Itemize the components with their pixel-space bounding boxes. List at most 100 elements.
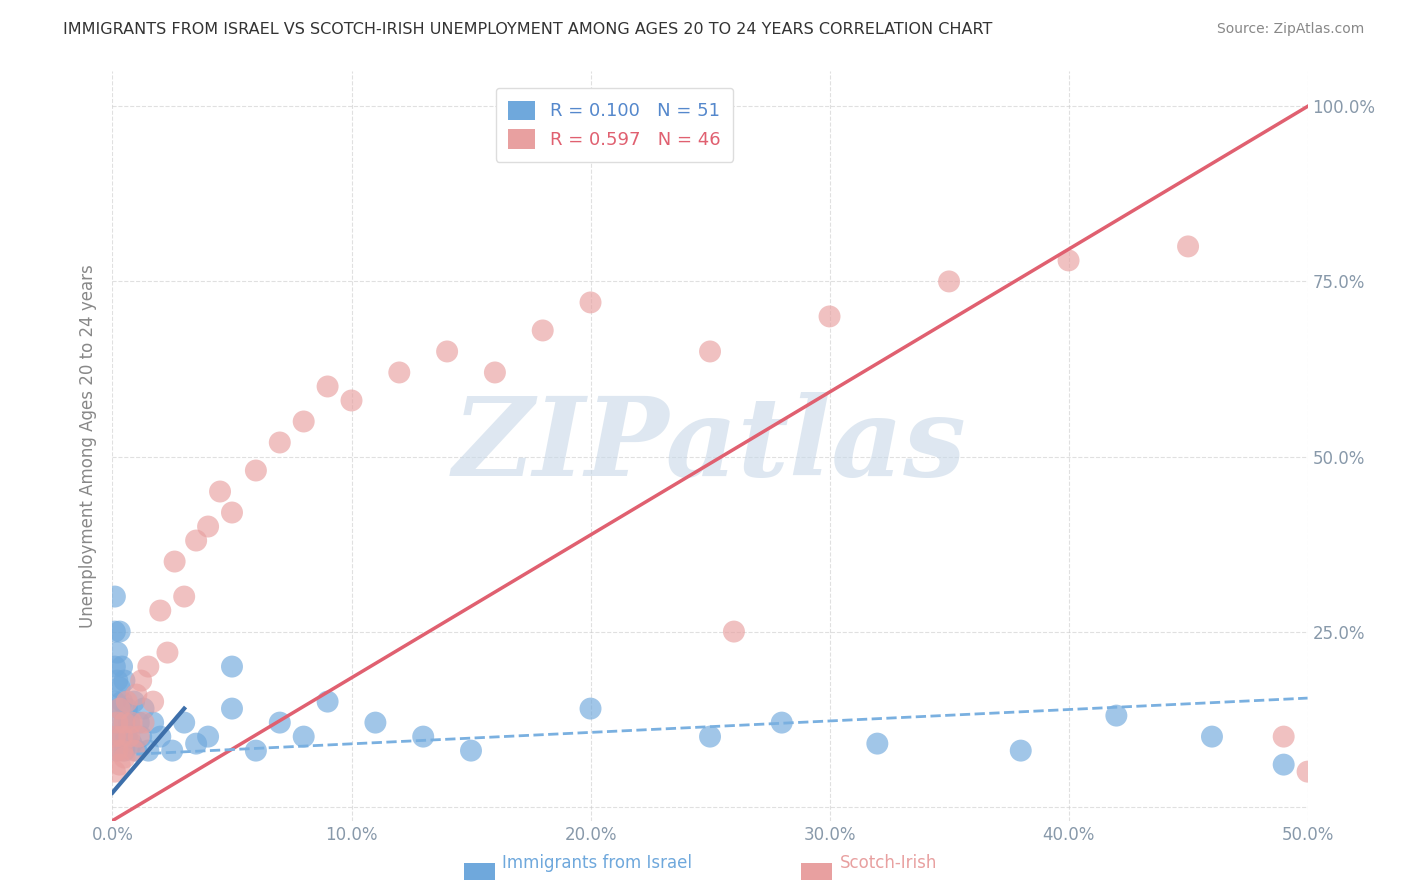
Point — [197, 730, 219, 744]
Point — [121, 737, 143, 751]
Point — [484, 366, 506, 380]
Point — [173, 590, 195, 604]
Point — [579, 701, 602, 715]
Point — [292, 415, 315, 429]
Point — [156, 646, 179, 660]
Point — [1057, 253, 1080, 268]
Point — [818, 310, 841, 324]
Point — [104, 695, 127, 709]
Point — [105, 646, 128, 660]
Point — [108, 701, 131, 715]
Point — [122, 743, 145, 757]
Point — [129, 673, 152, 688]
Point — [209, 484, 232, 499]
Point — [412, 730, 434, 744]
Point — [938, 275, 960, 289]
Y-axis label: Unemployment Among Ages 20 to 24 years: Unemployment Among Ages 20 to 24 years — [79, 264, 97, 628]
Point — [162, 743, 183, 757]
Point — [699, 730, 721, 744]
Point — [269, 435, 291, 450]
Point — [866, 737, 889, 751]
Text: Scotch-Irish: Scotch-Irish — [839, 855, 936, 872]
Point — [105, 715, 128, 730]
Point — [118, 730, 141, 744]
Point — [142, 695, 165, 709]
Point — [1201, 730, 1223, 744]
Point — [221, 701, 243, 715]
Point — [245, 463, 267, 477]
Point — [114, 673, 135, 688]
Point — [316, 695, 339, 709]
Point — [436, 344, 458, 359]
Point — [269, 715, 291, 730]
Point — [125, 688, 148, 702]
Point — [186, 737, 208, 751]
Point — [104, 730, 127, 744]
Point — [114, 750, 135, 764]
Point — [111, 730, 134, 744]
Point — [128, 730, 150, 744]
Point — [388, 366, 411, 380]
Point — [1105, 708, 1128, 723]
Point — [1272, 757, 1295, 772]
Point — [125, 743, 148, 757]
Point — [186, 533, 208, 548]
Point — [163, 555, 186, 569]
Text: IMMIGRANTS FROM ISRAEL VS SCOTCH-IRISH UNEMPLOYMENT AMONG AGES 20 TO 24 YEARS CO: IMMIGRANTS FROM ISRAEL VS SCOTCH-IRISH U… — [63, 22, 993, 37]
Point — [115, 695, 138, 709]
Point — [1296, 764, 1319, 779]
Point — [245, 743, 267, 757]
Point — [364, 715, 387, 730]
Point — [132, 701, 155, 715]
Point — [105, 673, 128, 688]
Point — [142, 715, 165, 730]
Point — [138, 743, 160, 757]
Point — [221, 506, 243, 520]
Point — [108, 701, 131, 715]
Point — [111, 695, 134, 709]
Point — [221, 659, 243, 673]
Point — [149, 730, 172, 744]
Point — [121, 715, 143, 730]
Point — [111, 659, 134, 673]
Point — [128, 715, 150, 730]
Point — [115, 730, 138, 744]
Text: ZIPatlas: ZIPatlas — [453, 392, 967, 500]
Text: Immigrants from Israel: Immigrants from Israel — [502, 855, 692, 872]
Point — [114, 743, 135, 757]
Point — [104, 624, 127, 639]
Point — [115, 701, 138, 715]
Point — [292, 730, 315, 744]
Point — [105, 715, 128, 730]
Point — [122, 695, 145, 709]
Point — [108, 624, 131, 639]
Point — [105, 743, 128, 757]
Point — [173, 715, 195, 730]
Point — [723, 624, 745, 639]
Point — [770, 715, 793, 730]
Point — [114, 715, 135, 730]
Point — [197, 519, 219, 533]
Point — [105, 743, 128, 757]
Text: Source: ZipAtlas.com: Source: ZipAtlas.com — [1216, 22, 1364, 37]
Point — [118, 715, 141, 730]
Point — [138, 659, 160, 673]
Point — [531, 323, 554, 337]
Point — [149, 603, 172, 617]
Point — [104, 764, 127, 779]
Point — [108, 681, 131, 695]
Point — [460, 743, 482, 757]
Point — [111, 730, 134, 744]
Point — [132, 715, 155, 730]
Point — [1272, 730, 1295, 744]
Point — [1010, 743, 1032, 757]
Point — [104, 730, 127, 744]
Legend: R = 0.100   N = 51, R = 0.597   N = 46: R = 0.100 N = 51, R = 0.597 N = 46 — [496, 88, 733, 162]
Point — [111, 743, 134, 757]
Point — [340, 393, 363, 408]
Point — [104, 659, 127, 673]
Point — [104, 590, 127, 604]
Point — [129, 730, 152, 744]
Point — [1177, 239, 1199, 253]
Point — [108, 757, 131, 772]
